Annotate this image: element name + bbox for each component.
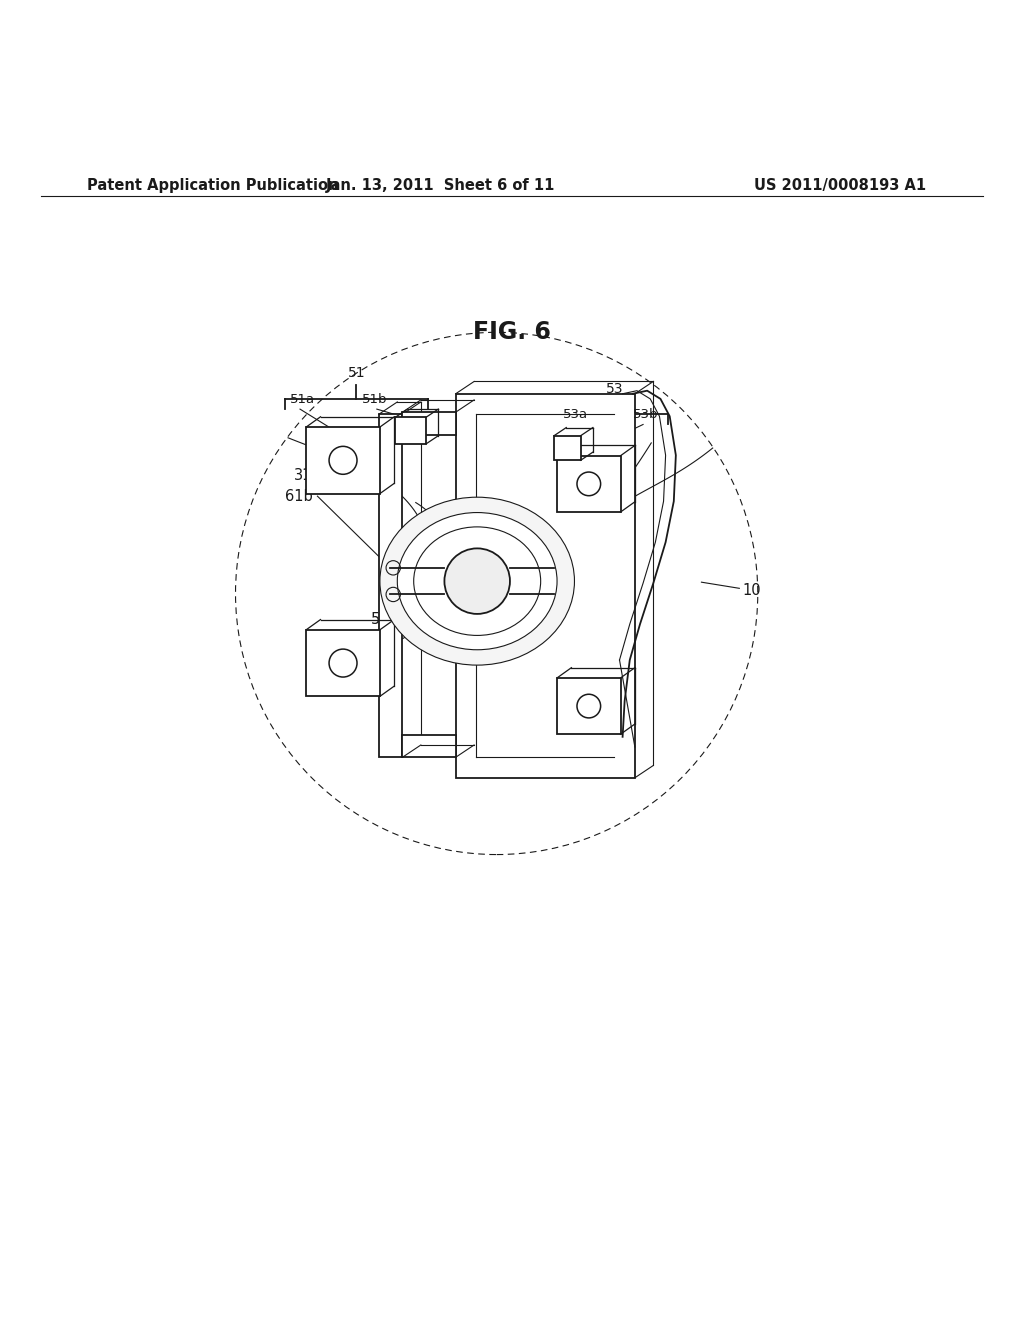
Bar <box>395 417 426 444</box>
Text: 10: 10 <box>742 583 761 598</box>
Text: FIG. 6: FIG. 6 <box>473 321 551 345</box>
Text: Patent Application Publication: Patent Application Publication <box>87 178 339 194</box>
Text: 53b: 53b <box>633 408 658 421</box>
Text: 53a: 53a <box>563 408 589 421</box>
Bar <box>554 436 581 461</box>
Bar <box>557 455 621 512</box>
Bar <box>402 412 456 434</box>
Text: US 2011/0008193 A1: US 2011/0008193 A1 <box>754 178 926 194</box>
Text: 51b: 51b <box>361 393 387 407</box>
Text: 51: 51 <box>347 367 366 380</box>
Text: 30: 30 <box>378 593 396 609</box>
Ellipse shape <box>397 512 557 649</box>
Circle shape <box>444 548 510 614</box>
Text: 31: 31 <box>294 469 312 483</box>
Bar <box>557 678 621 734</box>
Bar <box>456 393 635 777</box>
Text: 53: 53 <box>605 381 624 396</box>
Bar <box>306 630 380 697</box>
Bar <box>402 735 456 758</box>
Bar <box>379 414 402 758</box>
Ellipse shape <box>414 527 541 635</box>
Text: 52: 52 <box>371 611 389 627</box>
Text: 61b: 61b <box>285 488 312 504</box>
Text: Jan. 13, 2011  Sheet 6 of 11: Jan. 13, 2011 Sheet 6 of 11 <box>326 178 555 194</box>
Text: 51a: 51a <box>290 393 315 407</box>
Bar <box>306 428 380 494</box>
Ellipse shape <box>380 498 574 665</box>
Bar <box>433 598 462 622</box>
